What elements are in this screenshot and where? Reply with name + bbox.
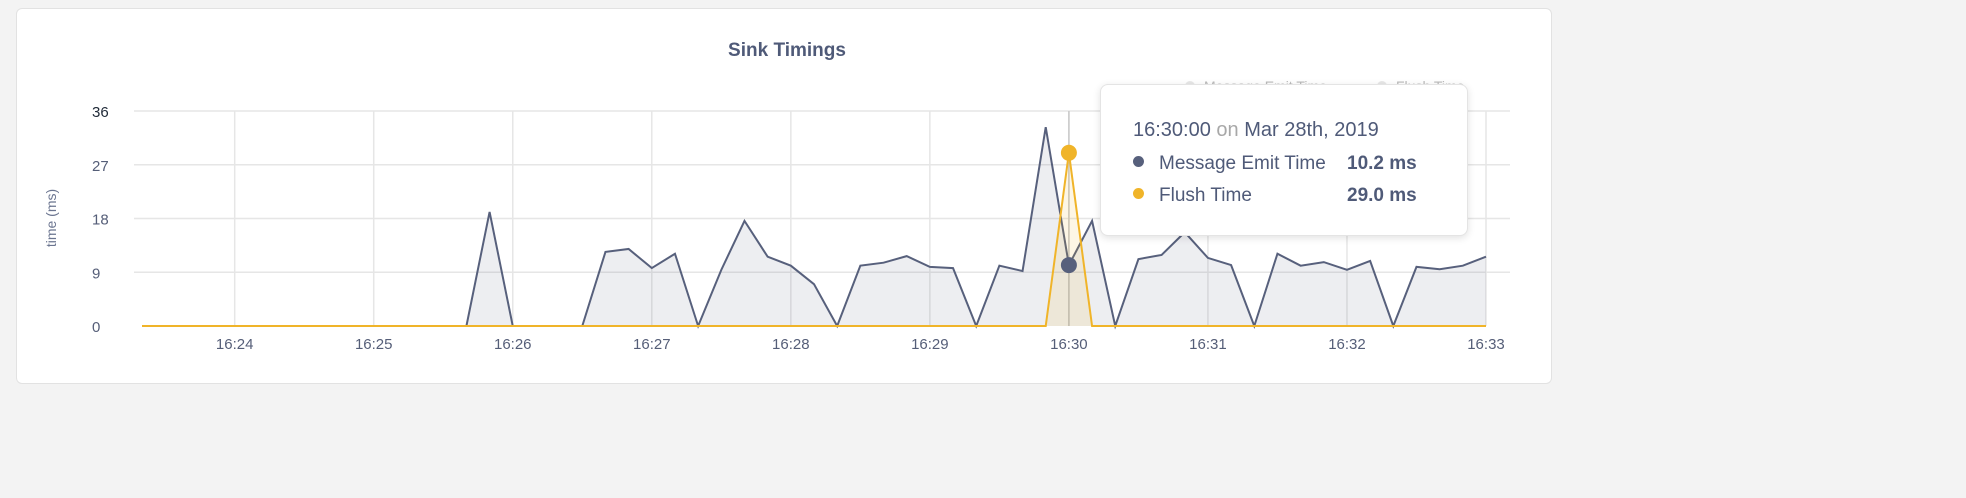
tooltip-label: Message Emit Time: [1159, 153, 1326, 174]
y-tick-label: 36: [92, 104, 109, 121]
series-dot-icon: [1133, 188, 1144, 200]
hover-point-flush-time: [1060, 144, 1077, 161]
x-tick-label: 16:33: [1467, 336, 1505, 353]
tooltip-row-flush: Flush Time 29.0 ms: [1133, 185, 1443, 207]
y-tick-label: 0: [92, 319, 100, 336]
hover-point-message-emit-time: [1060, 257, 1077, 274]
x-tick-label: 16:31: [1189, 336, 1227, 353]
tooltip-row-message-emit: Message Emit Time 10.2 ms: [1133, 153, 1443, 175]
y-tick-label: 18: [92, 212, 109, 229]
tooltip-time: 16:30:00: [1133, 119, 1211, 141]
tooltip-value: 10.2 ms: [1347, 153, 1417, 174]
x-tick-label: 16:26: [494, 336, 532, 353]
x-tick-label: 16:25: [355, 336, 393, 353]
x-tick-label: 16:32: [1328, 336, 1366, 353]
tooltip-value: 29.0 ms: [1347, 185, 1417, 206]
chart-title: Sink Timings: [728, 40, 846, 61]
tooltip-label: Flush Time: [1159, 185, 1252, 206]
tooltip: 16:30:00 on Mar 28th, 2019 Message Emit …: [1100, 84, 1468, 236]
tooltip-date: Mar 28th, 2019: [1244, 119, 1379, 141]
y-tick-label: 9: [92, 265, 100, 282]
x-tick-label: 16:28: [772, 336, 810, 353]
y-axis-label: time (ms): [43, 189, 59, 247]
x-tick-label: 16:24: [216, 336, 254, 353]
tooltip-header: 16:30:00 on Mar 28th, 2019: [1133, 119, 1379, 142]
x-tick-label: 16:27: [633, 336, 671, 353]
series-area-message-emit-time: [142, 127, 1486, 326]
tooltip-on: on: [1216, 119, 1239, 141]
series-dot-icon: [1133, 156, 1144, 168]
series-line-flush-time: [142, 152, 1486, 327]
x-tick-label: 16:30: [1050, 336, 1088, 353]
y-tick-label: 27: [92, 158, 109, 175]
x-tick-label: 16:29: [911, 336, 949, 353]
